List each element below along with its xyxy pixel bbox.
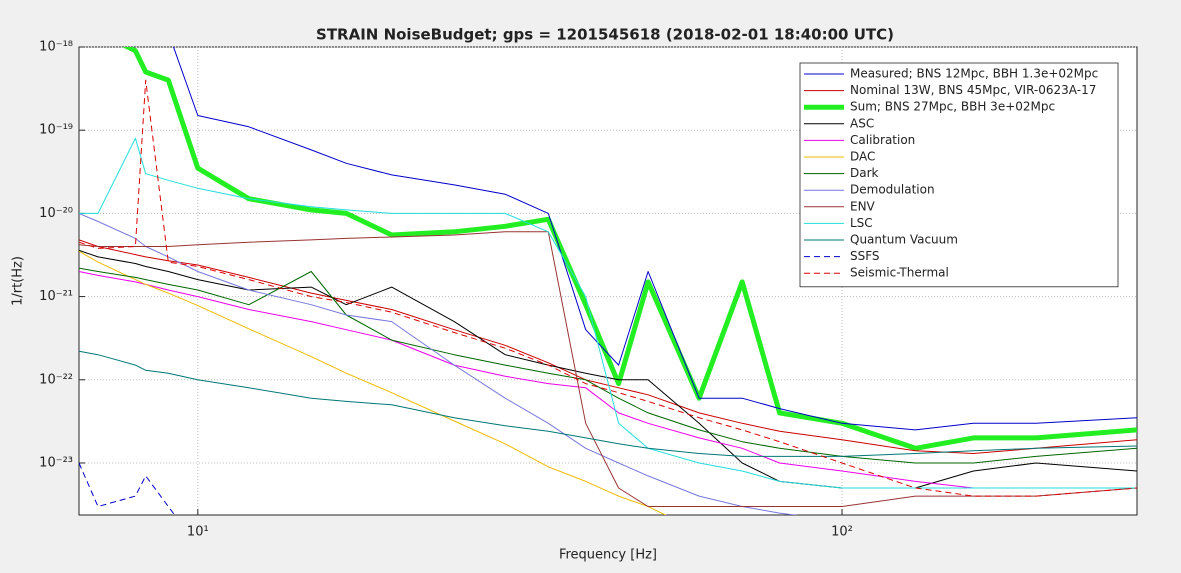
series-line — [79, 271, 1137, 489]
x-tick-label: 10² — [831, 525, 853, 540]
series-line — [79, 350, 1137, 457]
series-line — [79, 79, 1137, 497]
legend-label: Demodulation — [850, 183, 935, 197]
chart-title: STRAIN NoiseBudget; gps = 1201545618 (20… — [316, 26, 894, 44]
series-line — [79, 231, 1137, 507]
y-tick-label: 10⁻¹⁹ — [39, 123, 73, 138]
legend-box — [799, 62, 1119, 288]
legend-label: ENV — [850, 199, 876, 213]
series-line — [79, 137, 1137, 489]
legend-label: DAC — [850, 150, 875, 164]
y-tick-label: 10⁻²⁰ — [39, 206, 73, 221]
series-line — [79, 462, 176, 515]
legend-label: Dark — [850, 166, 879, 180]
series-line — [79, 239, 1137, 454]
legend-label: LSC — [850, 216, 873, 230]
y-tick-label: 10⁻²² — [39, 372, 73, 387]
series-line — [79, 212, 799, 515]
legend-label: Calibration — [850, 133, 915, 147]
legend: Measured; BNS 12Mpc, BBH 1.3e+02Mpc Nomin… — [799, 62, 1119, 288]
series-line — [79, 250, 667, 515]
legend-label: Nominal 13W, BNS 45Mpc, VIR-0623A-17 — [850, 83, 1096, 97]
legend-label: SSFS — [850, 249, 880, 263]
y-tick-label: 10⁻²³ — [39, 455, 73, 470]
x-tick-label: 10¹ — [187, 525, 209, 540]
lines — [79, 47, 1137, 515]
legend-label: ASC — [850, 116, 874, 130]
x-axis-label: Frequency [Hz] — [559, 548, 657, 563]
legend-label: Seismic-Thermal — [850, 266, 949, 280]
y-tick-label: 10⁻²¹ — [39, 289, 73, 304]
legend-label: Quantum Vacuum — [850, 233, 958, 247]
legend-label: Sum; BNS 27Mpc, BBH 3e+02Mpc — [850, 100, 1055, 114]
legend-label: Measured; BNS 12Mpc, BBH 1.3e+02Mpc — [850, 67, 1098, 81]
y-tick-label: 10⁻¹⁸ — [39, 40, 73, 55]
y-axis-label: 1/rt(Hz) — [11, 256, 26, 306]
series-line — [172, 47, 1137, 431]
series-line — [79, 267, 1137, 464]
